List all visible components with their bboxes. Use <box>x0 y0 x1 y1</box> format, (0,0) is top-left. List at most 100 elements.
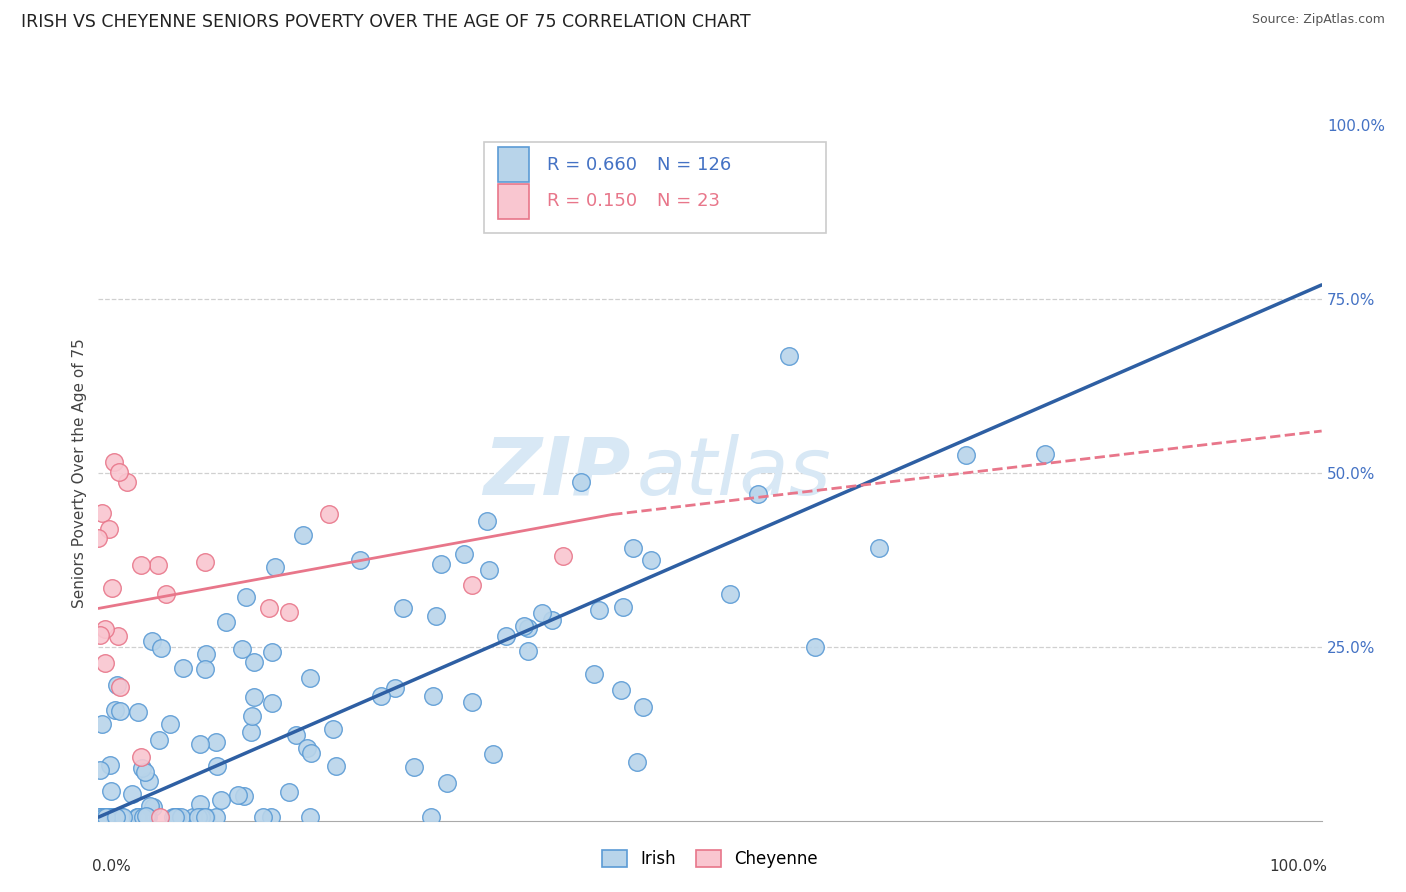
Point <box>165 810 187 824</box>
Point <box>166 810 188 824</box>
Point <box>402 759 425 773</box>
Point <box>623 541 645 556</box>
Point <box>298 810 321 824</box>
Point <box>136 810 159 824</box>
Point <box>260 810 283 824</box>
Point <box>215 615 238 629</box>
Point <box>111 810 134 824</box>
Point <box>425 608 447 623</box>
Legend: Irish, Cheyenne: Irish, Cheyenne <box>595 844 825 875</box>
Point <box>98 810 121 824</box>
Point <box>105 678 128 692</box>
Point <box>108 704 131 718</box>
Point <box>107 629 129 643</box>
Point <box>430 557 453 571</box>
Point <box>233 789 256 803</box>
Point <box>747 487 769 501</box>
Point <box>90 810 112 824</box>
Point <box>640 553 662 567</box>
Point <box>569 475 592 490</box>
Point <box>93 656 115 670</box>
Point <box>94 623 117 637</box>
Point <box>121 787 143 801</box>
Point <box>243 655 266 669</box>
Point <box>252 810 274 824</box>
Point <box>149 810 172 824</box>
Point <box>453 547 475 561</box>
Point <box>101 581 124 595</box>
Point <box>172 661 194 675</box>
Point <box>170 810 193 824</box>
Point <box>188 737 211 751</box>
Point <box>384 681 406 696</box>
Point <box>108 680 131 694</box>
Point <box>134 764 156 779</box>
Point <box>131 761 153 775</box>
Point <box>142 799 165 814</box>
Point <box>292 527 315 541</box>
Point <box>551 549 574 563</box>
Text: R = 0.660: R = 0.660 <box>547 155 637 174</box>
Point <box>582 666 605 681</box>
Point <box>100 784 122 798</box>
Point <box>138 774 160 789</box>
Point <box>93 810 115 824</box>
Point <box>264 560 287 574</box>
Point <box>93 810 115 824</box>
Point <box>97 522 120 536</box>
Point <box>588 603 610 617</box>
Point <box>626 755 648 769</box>
Point <box>138 799 160 814</box>
Point <box>104 810 127 824</box>
Point <box>298 671 321 685</box>
Point <box>194 810 217 824</box>
Point <box>155 587 177 601</box>
Text: Source: ZipAtlas.com: Source: ZipAtlas.com <box>1251 13 1385 27</box>
Point <box>194 555 217 569</box>
Text: N = 23: N = 23 <box>658 193 720 211</box>
Point <box>129 558 152 572</box>
Point <box>165 810 187 824</box>
FancyBboxPatch shape <box>498 184 529 219</box>
Point <box>461 577 484 591</box>
Y-axis label: Seniors Poverty Over the Age of 75: Seniors Poverty Over the Age of 75 <box>72 338 87 607</box>
Point <box>148 733 170 747</box>
Point <box>610 682 633 697</box>
Point <box>778 349 800 363</box>
Point <box>297 741 319 756</box>
Text: 0.0%: 0.0% <box>93 859 131 874</box>
Text: R = 0.150: R = 0.150 <box>547 193 637 211</box>
Point <box>325 758 347 772</box>
Point <box>517 621 540 635</box>
Point <box>89 628 111 642</box>
Point <box>100 810 122 824</box>
Point <box>260 697 283 711</box>
Point <box>194 810 217 824</box>
Point <box>482 747 505 761</box>
Text: IRISH VS CHEYENNE SENIORS POVERTY OVER THE AGE OF 75 CORRELATION CHART: IRISH VS CHEYENNE SENIORS POVERTY OVER T… <box>21 13 751 31</box>
Text: ZIP: ZIP <box>484 434 630 512</box>
Point <box>1033 447 1056 461</box>
Point <box>107 465 129 479</box>
Point <box>188 797 211 811</box>
Point <box>349 553 371 567</box>
Point <box>955 449 977 463</box>
Point <box>159 716 181 731</box>
Point <box>517 644 540 658</box>
Point <box>115 475 138 490</box>
Point <box>285 728 308 742</box>
Text: N = 126: N = 126 <box>658 155 731 174</box>
Point <box>146 558 169 572</box>
Point <box>104 810 127 824</box>
Point <box>299 746 322 760</box>
Point <box>226 788 249 802</box>
Point <box>422 690 444 704</box>
Point <box>127 705 149 719</box>
Point <box>89 764 111 778</box>
Point <box>531 606 554 620</box>
Point <box>91 810 114 824</box>
Point <box>370 689 392 703</box>
Point <box>436 776 458 790</box>
Point <box>94 810 117 824</box>
Point <box>513 618 536 632</box>
